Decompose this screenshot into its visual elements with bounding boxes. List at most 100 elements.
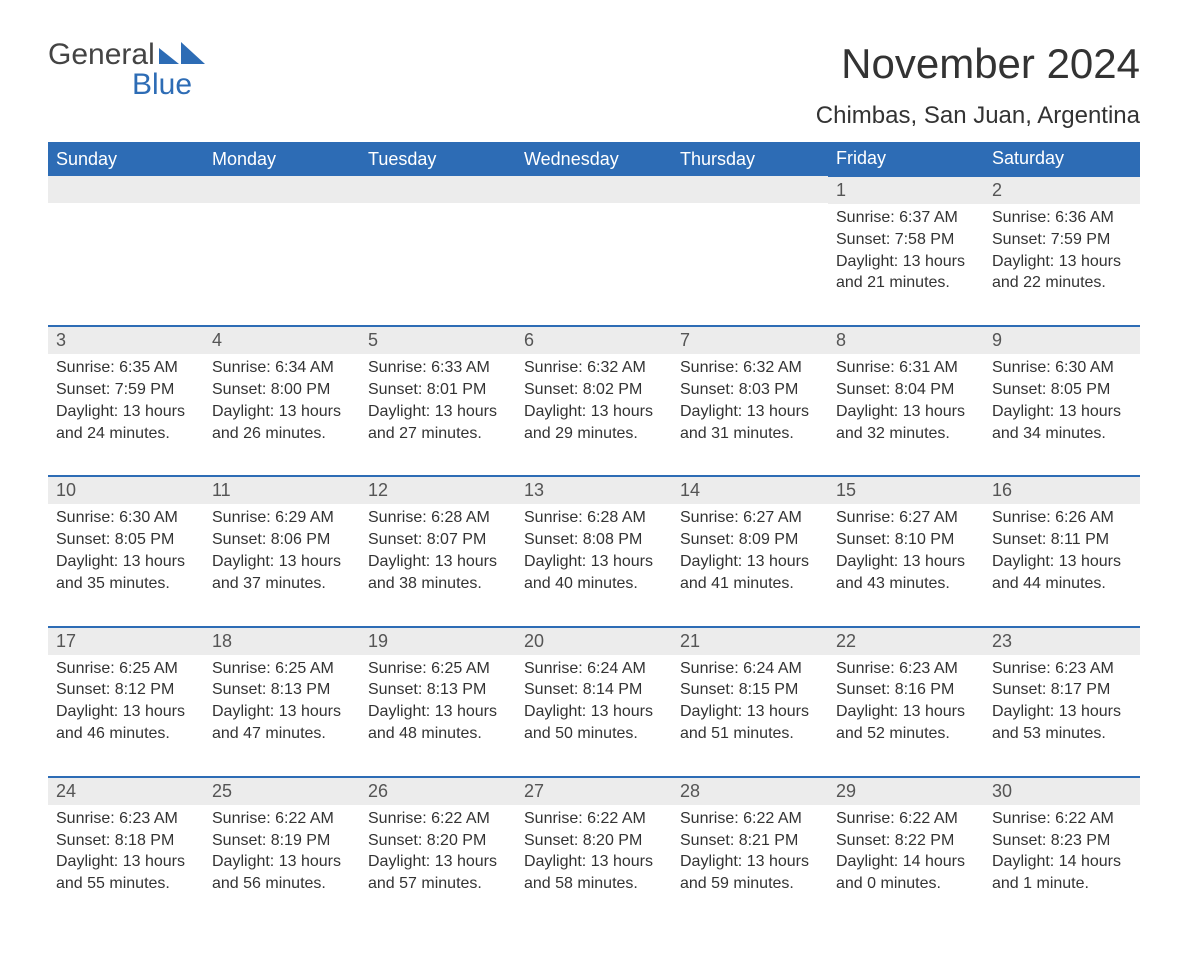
calendar-cell <box>48 176 204 326</box>
day-body: Sunrise: 6:23 AMSunset: 8:17 PMDaylight:… <box>984 659 1140 745</box>
day-number: 29 <box>828 778 984 805</box>
day-sunset: Sunset: 8:05 PM <box>992 380 1132 401</box>
day-daylight-1: Daylight: 13 hours <box>368 702 508 723</box>
day-number: 6 <box>516 327 672 354</box>
day-sunset: Sunset: 8:15 PM <box>680 680 820 701</box>
logo-word2: Blue <box>132 70 205 100</box>
day-body: Sunrise: 6:22 AMSunset: 8:20 PMDaylight:… <box>516 809 672 895</box>
day-daylight-2: and 26 minutes. <box>212 424 352 445</box>
day-body: Sunrise: 6:33 AMSunset: 8:01 PMDaylight:… <box>360 358 516 444</box>
day-daylight-1: Daylight: 13 hours <box>368 402 508 423</box>
day-number: 23 <box>984 628 1140 655</box>
day-daylight-2: and 43 minutes. <box>836 574 976 595</box>
day-daylight-2: and 48 minutes. <box>368 724 508 745</box>
day-sunset: Sunset: 8:04 PM <box>836 380 976 401</box>
day-number: 3 <box>48 327 204 354</box>
day-number: 16 <box>984 477 1140 504</box>
day-daylight-1: Daylight: 13 hours <box>680 852 820 873</box>
day-body: Sunrise: 6:25 AMSunset: 8:13 PMDaylight:… <box>360 659 516 745</box>
day-number: 7 <box>672 327 828 354</box>
day-sunrise: Sunrise: 6:26 AM <box>992 508 1132 529</box>
day-daylight-1: Daylight: 13 hours <box>836 402 976 423</box>
day-daylight-2: and 0 minutes. <box>836 874 976 895</box>
logo: General Blue <box>48 40 205 100</box>
day-number <box>48 176 204 203</box>
day-daylight-1: Daylight: 13 hours <box>680 552 820 573</box>
day-daylight-2: and 1 minute. <box>992 874 1132 895</box>
day-body: Sunrise: 6:30 AMSunset: 8:05 PMDaylight:… <box>48 508 204 594</box>
day-sunrise: Sunrise: 6:30 AM <box>992 358 1132 379</box>
day-sunset: Sunset: 8:08 PM <box>524 530 664 551</box>
header: General Blue November 2024 Chimbas, San … <box>48 40 1140 130</box>
calendar-week-row: 24Sunrise: 6:23 AMSunset: 8:18 PMDayligh… <box>48 777 1140 926</box>
day-daylight-2: and 34 minutes. <box>992 424 1132 445</box>
day-body: Sunrise: 6:30 AMSunset: 8:05 PMDaylight:… <box>984 358 1140 444</box>
day-daylight-2: and 47 minutes. <box>212 724 352 745</box>
day-daylight-2: and 58 minutes. <box>524 874 664 895</box>
day-number: 17 <box>48 628 204 655</box>
calendar-cell: 24Sunrise: 6:23 AMSunset: 8:18 PMDayligh… <box>48 777 204 926</box>
day-daylight-1: Daylight: 13 hours <box>680 702 820 723</box>
day-daylight-1: Daylight: 13 hours <box>992 552 1132 573</box>
day-sunset: Sunset: 7:59 PM <box>992 230 1132 251</box>
day-sunset: Sunset: 8:20 PM <box>368 831 508 852</box>
day-sunset: Sunset: 8:12 PM <box>56 680 196 701</box>
calendar-cell <box>516 176 672 326</box>
weekday-header: Thursday <box>672 142 828 176</box>
day-body: Sunrise: 6:24 AMSunset: 8:15 PMDaylight:… <box>672 659 828 745</box>
day-number: 26 <box>360 778 516 805</box>
day-daylight-2: and 53 minutes. <box>992 724 1132 745</box>
logo-mark-icon <box>159 40 205 70</box>
day-number: 2 <box>984 177 1140 204</box>
day-daylight-1: Daylight: 13 hours <box>212 852 352 873</box>
day-daylight-1: Daylight: 13 hours <box>992 402 1132 423</box>
day-sunrise: Sunrise: 6:25 AM <box>56 659 196 680</box>
day-sunset: Sunset: 8:17 PM <box>992 680 1132 701</box>
day-body: Sunrise: 6:28 AMSunset: 8:07 PMDaylight:… <box>360 508 516 594</box>
day-daylight-2: and 37 minutes. <box>212 574 352 595</box>
day-sunset: Sunset: 8:13 PM <box>368 680 508 701</box>
day-daylight-1: Daylight: 13 hours <box>212 552 352 573</box>
day-number: 18 <box>204 628 360 655</box>
day-sunset: Sunset: 8:16 PM <box>836 680 976 701</box>
day-daylight-2: and 22 minutes. <box>992 273 1132 294</box>
day-daylight-2: and 35 minutes. <box>56 574 196 595</box>
day-daylight-1: Daylight: 13 hours <box>212 702 352 723</box>
calendar-cell: 23 Sunrise: 6:23 AMSunset: 8:17 PMDayligh… <box>984 627 1140 777</box>
day-sunrise: Sunrise: 6:35 AM <box>56 358 196 379</box>
day-daylight-1: Daylight: 13 hours <box>524 552 664 573</box>
title-block: November 2024 Chimbas, San Juan, Argenti… <box>816 40 1140 130</box>
calendar-cell <box>672 176 828 326</box>
calendar-cell: 2Sunrise: 6:36 AMSunset: 7:59 PMDaylight… <box>984 176 1140 326</box>
day-sunrise: Sunrise: 6:34 AM <box>212 358 352 379</box>
weekday-header-row: Sunday Monday Tuesday Wednesday Thursday… <box>48 142 1140 176</box>
day-sunrise: Sunrise: 6:30 AM <box>56 508 196 529</box>
calendar-cell: 25Sunrise: 6:22 AMSunset: 8:19 PMDayligh… <box>204 777 360 926</box>
day-daylight-2: and 21 minutes. <box>836 273 976 294</box>
day-number: 10 <box>48 477 204 504</box>
calendar-cell: 17Sunrise: 6:25 AMSunset: 8:12 PMDayligh… <box>48 627 204 777</box>
calendar-cell: 22Sunrise: 6:23 AMSunset: 8:16 PMDayligh… <box>828 627 984 777</box>
day-sunrise: Sunrise: 6:22 AM <box>212 809 352 830</box>
day-sunrise: Sunrise: 6:36 AM <box>992 208 1132 229</box>
day-sunrise: Sunrise: 6:28 AM <box>368 508 508 529</box>
calendar-cell: 3 Sunrise: 6:35 AMSunset: 7:59 PMDaylight… <box>48 326 204 476</box>
day-body: Sunrise: 6:22 AMSunset: 8:23 PMDaylight:… <box>984 809 1140 895</box>
day-body: Sunrise: 6:29 AMSunset: 8:06 PMDaylight:… <box>204 508 360 594</box>
day-daylight-2: and 31 minutes. <box>680 424 820 445</box>
calendar: Sunday Monday Tuesday Wednesday Thursday… <box>48 142 1140 926</box>
day-sunset: Sunset: 7:58 PM <box>836 230 976 251</box>
day-number: 14 <box>672 477 828 504</box>
calendar-cell: 4Sunrise: 6:34 AMSunset: 8:00 PMDaylight… <box>204 326 360 476</box>
day-daylight-1: Daylight: 13 hours <box>836 552 976 573</box>
day-sunrise: Sunrise: 6:37 AM <box>836 208 976 229</box>
day-body: Sunrise: 6:22 AMSunset: 8:21 PMDaylight:… <box>672 809 828 895</box>
day-daylight-2: and 40 minutes. <box>524 574 664 595</box>
day-sunrise: Sunrise: 6:22 AM <box>524 809 664 830</box>
day-sunset: Sunset: 8:09 PM <box>680 530 820 551</box>
weekday-header: Monday <box>204 142 360 176</box>
day-sunrise: Sunrise: 6:27 AM <box>836 508 976 529</box>
day-daylight-2: and 56 minutes. <box>212 874 352 895</box>
location: Chimbas, San Juan, Argentina <box>816 102 1140 130</box>
day-body: Sunrise: 6:35 AMSunset: 7:59 PMDaylight:… <box>48 358 204 444</box>
